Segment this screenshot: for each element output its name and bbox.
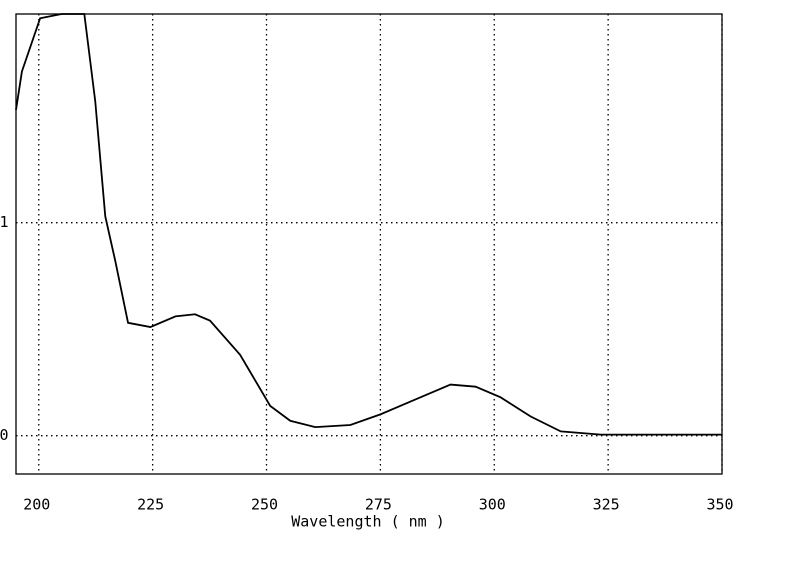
plot-frame [15, 13, 723, 475]
x-tick-label: 350 [706, 496, 733, 514]
x-tick-label: 325 [593, 496, 620, 514]
x-tick-label: 300 [479, 496, 506, 514]
x-tick-label: 225 [137, 496, 164, 514]
x-tick-label: 250 [251, 496, 278, 514]
y-tick-label: 0 [0, 426, 9, 444]
x-tick-label: 275 [365, 496, 392, 514]
y-tick-label: 1 [0, 213, 9, 231]
spectrum-line [15, 13, 722, 436]
x-axis-label: Wavelength ( nm ) [291, 513, 445, 531]
x-tick-label: 200 [23, 496, 50, 514]
